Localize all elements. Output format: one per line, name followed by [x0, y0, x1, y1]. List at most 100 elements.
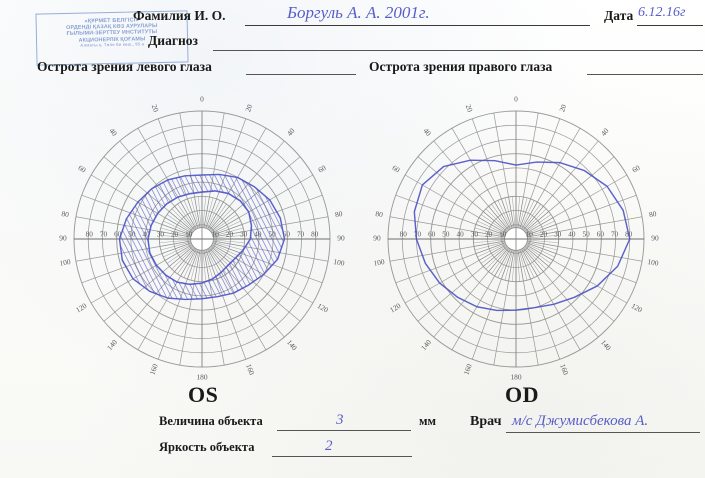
- svg-text:40: 40: [143, 231, 151, 239]
- acuity-left-rule: [246, 74, 356, 75]
- svg-text:50: 50: [269, 231, 277, 239]
- svg-text:80: 80: [61, 209, 70, 219]
- svg-text:140: 140: [419, 338, 433, 353]
- svg-text:140: 140: [105, 338, 119, 353]
- svg-text:60: 60: [391, 163, 402, 175]
- svg-text:60: 60: [631, 163, 642, 175]
- svg-text:90: 90: [337, 234, 345, 243]
- object-size-label: Величина объекта: [159, 414, 263, 428]
- svg-text:70: 70: [611, 231, 619, 239]
- object-brightness-rule: [272, 456, 412, 457]
- acuity-right-rule: [587, 74, 703, 75]
- polar-grid-os: [73, 110, 331, 368]
- svg-text:30: 30: [240, 231, 248, 239]
- patient-name-value[interactable]: Боргуль А. А. 2001г.: [287, 3, 430, 22]
- svg-text:10: 10: [212, 231, 220, 239]
- svg-text:100: 100: [59, 257, 72, 268]
- svg-text:180: 180: [196, 373, 207, 382]
- svg-text:90: 90: [59, 234, 67, 243]
- svg-text:160: 160: [244, 363, 256, 377]
- svg-text:140: 140: [599, 338, 613, 353]
- patient-name-rule: [245, 25, 590, 26]
- form-header: «ҚҰРМЕТ БЕЛГІСІ» ОРДЕНДІ ҚАЗАҚ КӨЗ АУРУЛ…: [0, 0, 705, 86]
- polar-grid-od: [387, 110, 645, 368]
- doctor-label: Врач: [470, 414, 502, 429]
- svg-text:140: 140: [285, 338, 299, 353]
- svg-text:20: 20: [226, 231, 234, 239]
- svg-text:90: 90: [373, 234, 381, 243]
- date-rule: [637, 25, 703, 26]
- svg-text:40: 40: [568, 231, 576, 239]
- svg-text:100: 100: [333, 257, 346, 268]
- svg-text:70: 70: [297, 231, 305, 239]
- diagnosis-label: Диагноз: [148, 33, 198, 48]
- svg-text:80: 80: [400, 231, 408, 239]
- svg-text:100: 100: [373, 257, 386, 268]
- diagnosis-rule: [213, 50, 703, 51]
- svg-text:50: 50: [583, 231, 591, 239]
- acuity-left-label: Острота зрения левого глаза: [37, 59, 212, 74]
- object-brightness-label: Яркость объекта: [159, 440, 255, 454]
- svg-text:20: 20: [464, 103, 475, 113]
- svg-text:120: 120: [388, 301, 402, 314]
- svg-text:30: 30: [554, 231, 562, 239]
- svg-text:80: 80: [648, 209, 657, 219]
- perimetry-chart-od[interactable]: 10 10 20 20 30 30 40 40 50 50 60 60 70 70 80 80 0 20 40 60 8…: [366, 96, 666, 386]
- eye-label-os: OS: [188, 382, 219, 407]
- object-size-rule: [277, 430, 411, 431]
- eye-label-od: OD: [505, 382, 539, 407]
- svg-text:80: 80: [311, 231, 319, 239]
- field-boundary-od: [413, 159, 631, 312]
- svg-text:10: 10: [526, 231, 534, 239]
- svg-text:20: 20: [171, 231, 179, 239]
- svg-text:120: 120: [630, 301, 644, 314]
- svg-text:160: 160: [558, 363, 570, 377]
- svg-text:60: 60: [283, 231, 291, 239]
- svg-text:60: 60: [317, 163, 328, 175]
- object-brightness-value[interactable]: 2: [325, 438, 333, 454]
- svg-text:60: 60: [77, 163, 88, 175]
- svg-text:40: 40: [107, 126, 119, 138]
- svg-text:10: 10: [185, 231, 193, 239]
- doctor-value[interactable]: м/с Джумисбекова А.: [512, 413, 649, 429]
- svg-text:50: 50: [128, 231, 136, 239]
- svg-text:160: 160: [148, 362, 160, 376]
- svg-text:40: 40: [285, 126, 297, 138]
- svg-text:70: 70: [414, 231, 422, 239]
- svg-text:120: 120: [316, 301, 330, 314]
- svg-text:60: 60: [428, 231, 436, 239]
- svg-text:160: 160: [462, 362, 474, 376]
- svg-text:80: 80: [86, 231, 94, 239]
- svg-text:180: 180: [510, 373, 521, 382]
- acuity-right-label: Острота зрения правого глаза: [369, 59, 553, 74]
- svg-text:30: 30: [471, 231, 479, 239]
- svg-text:40: 40: [599, 126, 611, 138]
- svg-text:60: 60: [114, 231, 122, 239]
- date-label: Дата: [604, 8, 634, 23]
- svg-text:80: 80: [334, 209, 343, 219]
- svg-text:20: 20: [557, 103, 568, 113]
- svg-text:20: 20: [243, 103, 254, 113]
- svg-text:20: 20: [540, 231, 548, 239]
- svg-text:10: 10: [499, 231, 507, 239]
- svg-text:100: 100: [647, 257, 660, 268]
- svg-text:90: 90: [651, 234, 659, 243]
- svg-text:20: 20: [150, 103, 161, 113]
- perimetry-plot-os: 10 10 20 20 30 30 40 40 50 50 60 60 70 70 80 80 0 20 40 60 8…: [59, 96, 346, 382]
- svg-text:70: 70: [100, 231, 108, 239]
- svg-text:0: 0: [200, 96, 204, 104]
- svg-text:30: 30: [157, 231, 165, 239]
- svg-text:0: 0: [514, 96, 518, 104]
- date-value[interactable]: 6.12.16г: [638, 5, 686, 20]
- object-size-value[interactable]: 3: [336, 412, 344, 428]
- doctor-rule: [506, 432, 700, 433]
- svg-text:60: 60: [597, 231, 605, 239]
- object-size-unit: мм: [419, 414, 437, 428]
- svg-text:50: 50: [442, 231, 450, 239]
- svg-text:80: 80: [375, 209, 384, 219]
- perimetry-plot-od: 10 10 20 20 30 30 40 40 50 50 60 60 70 70 80 80 0 20 40 60 8…: [373, 96, 660, 382]
- svg-text:120: 120: [74, 301, 88, 314]
- svg-text:40: 40: [421, 126, 433, 138]
- patient-name-label: Фамилия И. О.: [133, 8, 226, 23]
- perimetry-chart-os[interactable]: 10 10 20 20 30 30 40 40 50 50 60 60 70 70 80 80 0 20 40 60 8…: [52, 96, 352, 386]
